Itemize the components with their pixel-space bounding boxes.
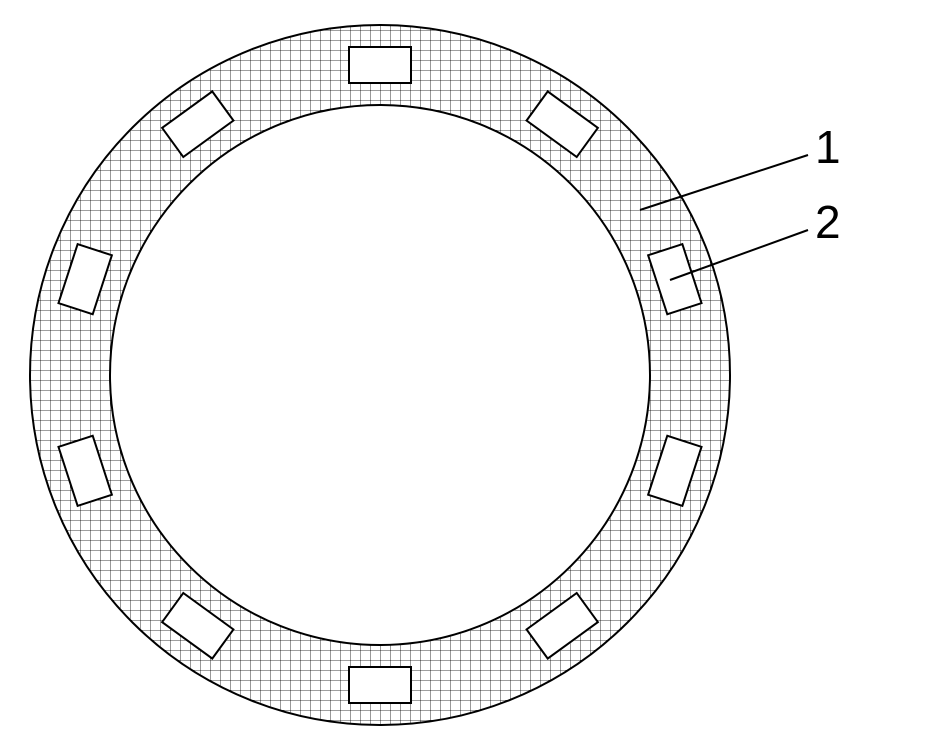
diagram-canvas: 1 2	[0, 0, 935, 750]
callout-label-2: 2	[815, 195, 841, 249]
callout-label-1: 1	[815, 120, 841, 174]
ring-svg	[0, 0, 935, 750]
